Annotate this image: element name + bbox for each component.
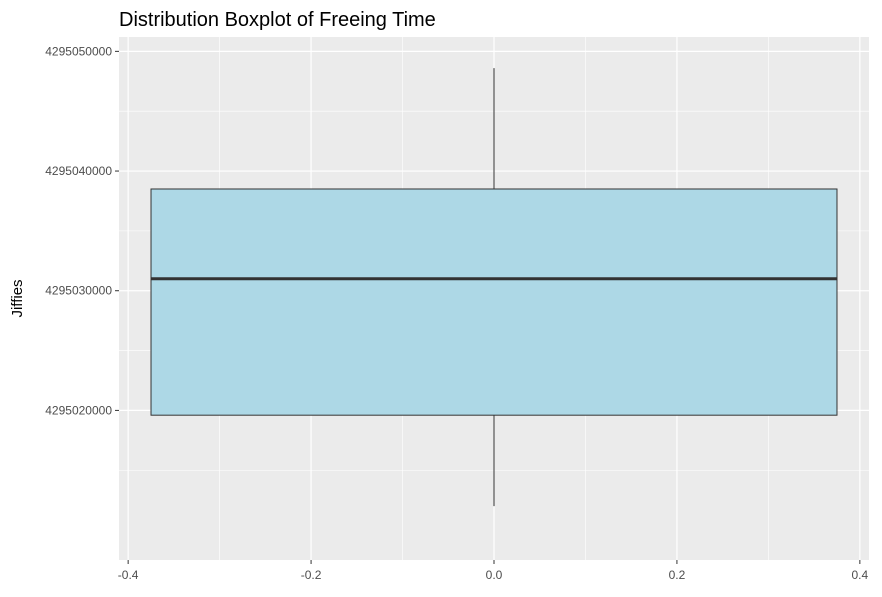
x-tick-label: -0.2 [301,568,322,582]
box-group [150,68,838,507]
x-tick-label: -0.4 [118,568,139,582]
y-tick-label: 4295050000 [45,44,112,58]
y-tick-label: 4295040000 [45,164,112,178]
iqr-box [150,188,838,416]
x-tick-label: 0.0 [486,568,503,582]
x-tick-label: 0.4 [852,568,869,582]
y-axis-title: Jiffies [9,279,26,317]
chart-title: Distribution Boxplot of Freeing Time [119,9,436,31]
axes: -0.4 -0.2 0.0 0.2 0.4 4295020000 4295030000 429… [45,44,868,582]
y-tick-label: 4295030000 [45,284,112,298]
x-tick-label: 0.2 [669,568,686,582]
y-tick-label: 4295020000 [45,403,112,417]
